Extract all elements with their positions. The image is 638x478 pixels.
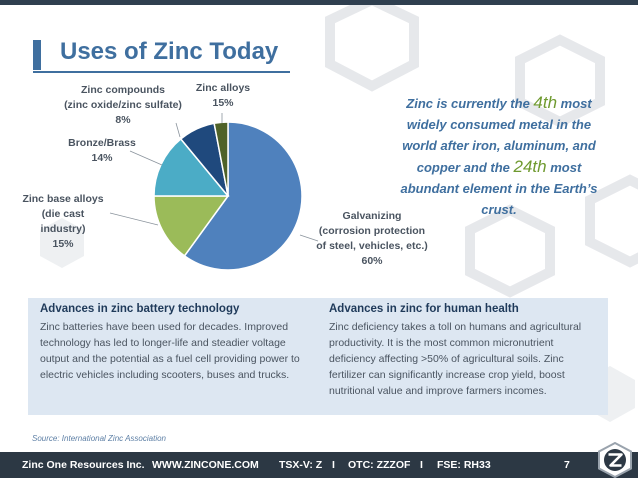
advances-panel: Advances in zinc battery technology Zinc… (28, 298, 608, 415)
pie-slice-zinc-alloys (213, 121, 229, 197)
label-line: (zinc oxide/zinc sulfate) (64, 99, 182, 111)
label-line: 8% (115, 114, 131, 126)
fact-text: most widely consumed metal in the world … (402, 96, 596, 175)
page-title: Uses of Zinc Today (60, 38, 279, 65)
label-bronze-brass: Bronze/Brass 14% (62, 136, 142, 166)
footer-website[interactable]: WWW.ZINCONE.COM (152, 459, 259, 471)
fact-rank-24th: 24th (513, 157, 547, 176)
footer-otc: OTC: ZZZOF (348, 459, 411, 471)
label-line: Bronze/Brass (68, 137, 136, 149)
source-note: Source: International Zinc Association (32, 434, 166, 443)
fact-text: Zinc is currently the (406, 96, 534, 111)
pie-chart (109, 113, 319, 271)
pie-chart-area: Zinc compounds (zinc oxide/zinc sulfate)… (0, 75, 638, 295)
health-heading: Advances in zinc for human health (329, 303, 519, 315)
health-column: Advances in zinc for human health Zinc d… (329, 303, 591, 399)
label-line: 14% (91, 152, 113, 164)
top-bar (0, 0, 638, 5)
footer-company: Zinc One Resources Inc. (22, 459, 145, 471)
footer-tsx: TSX-V: Z (279, 459, 323, 471)
label-line: of steel, vehicles, etc.) (316, 240, 428, 252)
page-number: 7 (564, 459, 570, 471)
fact-text: most abundant element in the Earth’s cru… (400, 160, 598, 217)
label-galvanizing: Galvanizing (corrosion protection of ste… (308, 209, 436, 269)
footer-separator: I (332, 459, 335, 471)
label-zinc-base-alloys: Zinc base alloys (die cast industry) 15% (18, 192, 108, 252)
footer-bar: Zinc One Resources Inc. WWW.ZINCONE.COM … (0, 452, 638, 478)
leader-line-zinc-compounds (175, 122, 181, 138)
label-line: 15% (52, 238, 74, 250)
label-line: industry) (40, 223, 86, 235)
label-line: Zinc base alloys (22, 193, 104, 205)
fact-rank-4th: 4th (533, 93, 558, 112)
label-line: Zinc compounds (81, 84, 165, 96)
zinc-fact-callout: Zinc is currently the 4th most widely co… (392, 92, 606, 220)
label-line: 15% (212, 97, 234, 109)
battery-heading: Advances in zinc battery technology (40, 303, 240, 315)
leader-line-zinc-base-alloys (109, 212, 159, 226)
label-zinc-alloys: Zinc alloys 15% (188, 81, 258, 111)
label-line: (corrosion protection (318, 225, 426, 237)
zinc-one-logo-icon (598, 442, 632, 478)
label-line: Zinc alloys (195, 82, 251, 94)
label-line: 60% (361, 255, 383, 267)
leader-line-bronze-brass (129, 150, 163, 166)
battery-column: Advances in zinc battery technology Zinc… (40, 303, 310, 383)
title-accent (33, 40, 41, 70)
label-zinc-compounds: Zinc compounds (zinc oxide/zinc sulfate)… (58, 83, 188, 128)
label-line: Galvanizing (342, 210, 402, 222)
leader-line-galvanizing (299, 234, 319, 242)
pie-slice-zinc-base-alloys (153, 195, 230, 257)
battery-body: Zinc batteries have been used for decade… (40, 321, 300, 381)
label-line: (die cast (41, 208, 85, 220)
health-body: Zinc deficiency takes a toll on humans a… (329, 321, 582, 397)
footer-fse: FSE: RH33 (437, 459, 491, 471)
pie-slice-galvanizing (183, 121, 303, 271)
title-rule (33, 71, 290, 73)
footer-separator: I (420, 459, 423, 471)
